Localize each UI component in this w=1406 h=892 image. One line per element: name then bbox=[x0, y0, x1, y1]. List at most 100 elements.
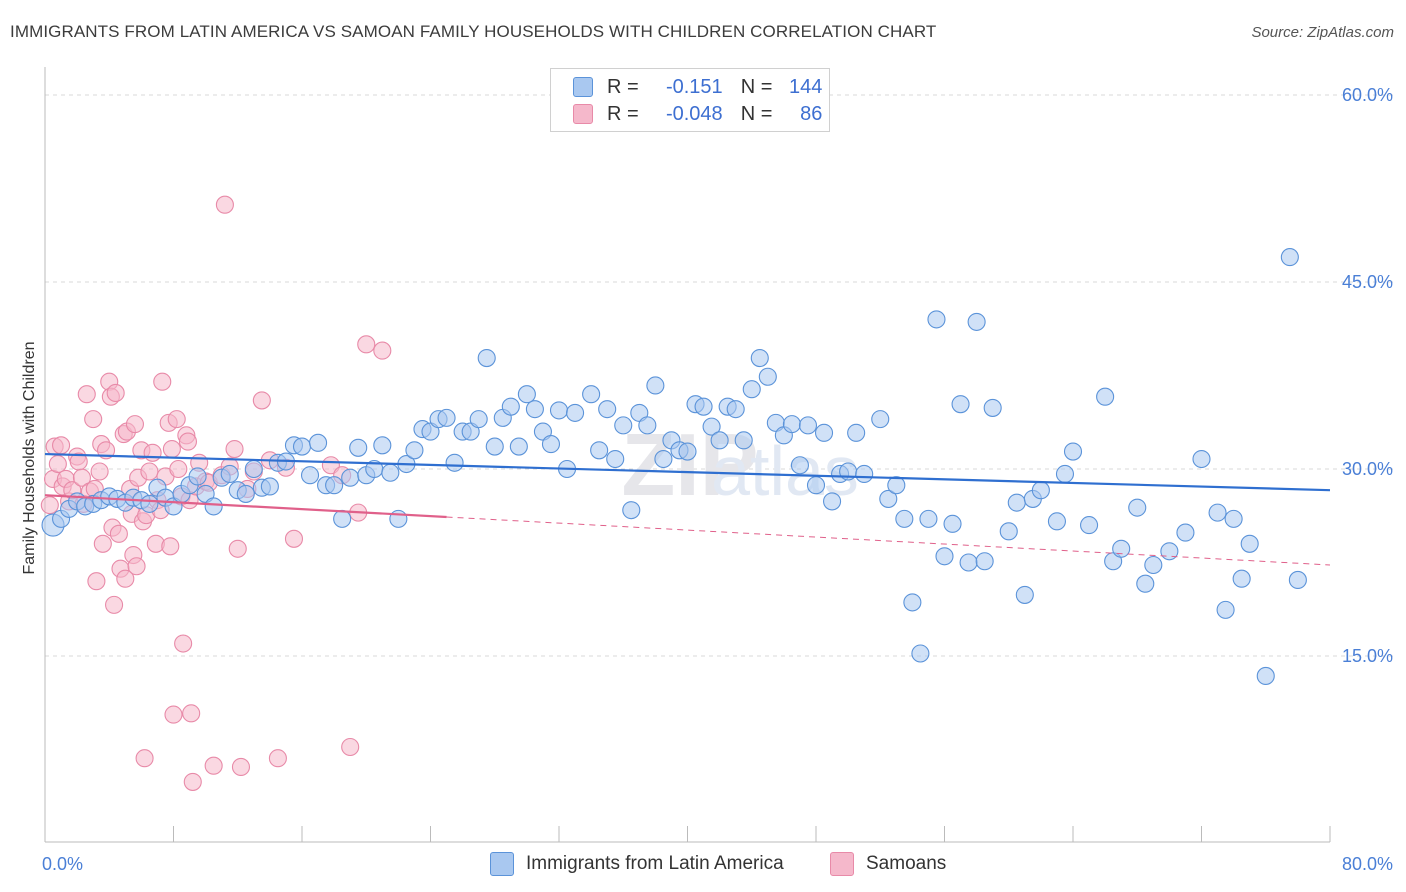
latin-america-point bbox=[541, 435, 561, 454]
latin-america-point bbox=[622, 501, 641, 520]
latin-america-point bbox=[1015, 585, 1034, 604]
latin-america-point bbox=[967, 312, 986, 331]
samoan-point bbox=[135, 749, 154, 768]
latin-america-point bbox=[590, 441, 609, 460]
latin-america-point bbox=[1055, 464, 1075, 484]
samoan-point bbox=[90, 462, 109, 481]
latin-america-point bbox=[646, 376, 665, 395]
latin-america-point bbox=[782, 415, 801, 434]
samoan-point bbox=[167, 410, 186, 429]
latin-america-point bbox=[309, 433, 328, 452]
latin-america-point bbox=[341, 468, 360, 487]
latin-america-point bbox=[188, 467, 207, 486]
latin-america-point bbox=[943, 514, 962, 533]
latin-america-point bbox=[1144, 555, 1163, 575]
latin-america-point bbox=[373, 436, 392, 455]
latin-america-point bbox=[654, 449, 673, 469]
samoan-point bbox=[178, 432, 198, 451]
latin-america-point bbox=[525, 400, 544, 419]
legend-row-latin-america: R = -0.151 N = 144 bbox=[573, 74, 822, 100]
latin-america-point bbox=[1160, 542, 1179, 561]
samoan-point bbox=[341, 737, 360, 757]
tick-labels: 60.0% 45.0% 30.0% 15.0% 0.0% 80.0% bbox=[42, 85, 1393, 874]
latin-america-point bbox=[750, 348, 769, 368]
legend-r-label: R = bbox=[607, 75, 639, 98]
latin-america-point bbox=[220, 464, 239, 484]
latin-america-point bbox=[951, 395, 970, 414]
samoan-point bbox=[84, 410, 103, 429]
samoan-point bbox=[268, 749, 287, 768]
samoan-point bbox=[93, 534, 112, 553]
latin-america-point bbox=[678, 442, 697, 461]
correlation-legend: R = -0.151 N = 144 R = -0.048 N = 86 bbox=[550, 68, 830, 132]
latin-america-point bbox=[702, 417, 721, 436]
samoan-point bbox=[72, 468, 91, 487]
latin-america-point bbox=[790, 456, 809, 475]
latin-america-point bbox=[638, 416, 657, 435]
latin-america-point bbox=[734, 431, 753, 450]
bottom-legend-samoans: Samoans bbox=[830, 852, 946, 876]
latin-america-point bbox=[1136, 574, 1155, 593]
legend-swatch-pink bbox=[573, 104, 593, 124]
legend-row-samoans: R = -0.048 N = 86 bbox=[573, 101, 822, 127]
samoan-point bbox=[228, 539, 247, 558]
latin-america-point bbox=[694, 397, 713, 416]
latin-america-point bbox=[999, 522, 1018, 541]
legend-n-value: 86 bbox=[800, 102, 823, 125]
latin-america-point bbox=[1224, 509, 1243, 528]
samoan-point bbox=[106, 383, 125, 403]
latin-america-point bbox=[1256, 666, 1275, 685]
samoan-point bbox=[143, 443, 162, 462]
samoan-point bbox=[183, 772, 202, 791]
bottom-legend-swatch-pink bbox=[830, 852, 854, 876]
source-label: Source: ZipAtlas.com bbox=[1251, 24, 1394, 41]
latin-america-point bbox=[1112, 539, 1131, 558]
latin-america-point bbox=[140, 494, 159, 513]
latin-america-point bbox=[1031, 481, 1050, 500]
samoan-point bbox=[164, 705, 183, 724]
latin-america-point bbox=[1240, 534, 1259, 553]
latin-america-point bbox=[300, 466, 320, 485]
samoan-point bbox=[169, 459, 188, 479]
latin-america-point bbox=[935, 547, 954, 566]
latin-america-point bbox=[887, 476, 906, 495]
latin-america-point bbox=[710, 431, 729, 450]
latin-america-point bbox=[742, 380, 761, 399]
latin-america-point bbox=[244, 459, 263, 479]
latin-america-point bbox=[975, 552, 994, 571]
latin-america-point bbox=[814, 423, 834, 442]
samoan-point bbox=[116, 569, 135, 588]
latin-america-point bbox=[469, 410, 488, 429]
samoan-point bbox=[204, 756, 223, 775]
legend-n-label: N = bbox=[740, 102, 773, 125]
latin-america-point bbox=[1288, 570, 1307, 590]
trend-lines bbox=[44, 452, 1331, 566]
latin-america-point bbox=[1096, 387, 1115, 406]
legend-r-value: -0.048 bbox=[665, 102, 723, 125]
samoan-point bbox=[215, 195, 234, 214]
samoan-point bbox=[48, 454, 67, 474]
samoan-point bbox=[373, 341, 392, 360]
latin-america-point bbox=[1007, 493, 1026, 512]
samoan-point bbox=[105, 595, 124, 614]
y-tick-label: 30.0% bbox=[1342, 459, 1393, 479]
latin-america-point bbox=[445, 453, 464, 472]
latin-america-point bbox=[1208, 503, 1227, 522]
latin-america-point bbox=[292, 437, 312, 456]
latin-america-point bbox=[333, 509, 352, 528]
trend-line-samoans-extension bbox=[446, 516, 1331, 566]
chart-title: IMMIGRANTS FROM LATIN AMERICA VS SAMOAN … bbox=[10, 22, 937, 41]
y-tick-label: 60.0% bbox=[1342, 85, 1393, 105]
samoan-point bbox=[109, 524, 128, 543]
bottom-legend-latin-america: Immigrants from Latin America bbox=[490, 852, 784, 876]
latin-america-point bbox=[1176, 523, 1195, 542]
latin-america-point bbox=[823, 492, 842, 511]
latin-america-point bbox=[501, 397, 520, 416]
latin-america-point bbox=[1080, 516, 1099, 535]
latin-america-point bbox=[517, 385, 536, 404]
y-tick-label: 45.0% bbox=[1342, 272, 1393, 292]
latin-america-point bbox=[911, 644, 930, 663]
latin-america-point bbox=[1047, 512, 1066, 531]
samoan-point bbox=[127, 557, 146, 576]
